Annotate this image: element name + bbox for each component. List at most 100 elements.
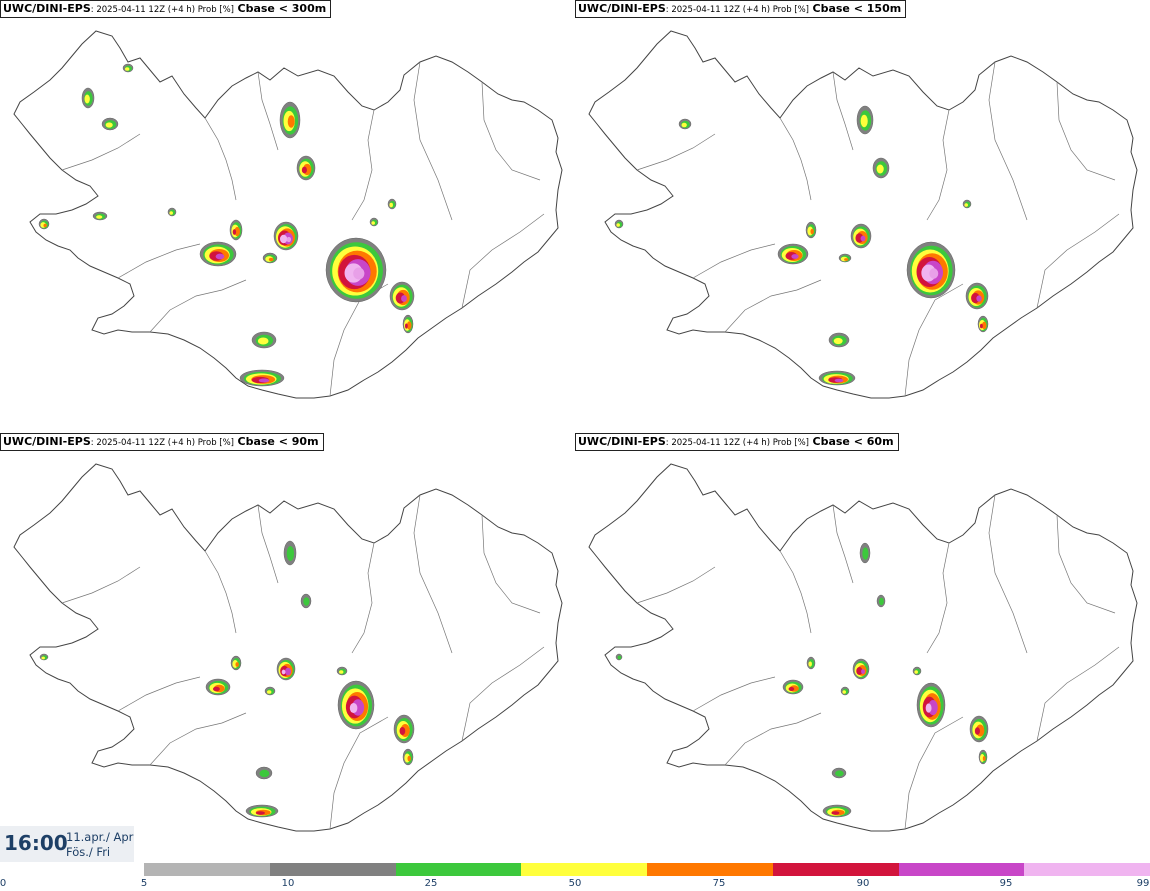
region-boundary <box>779 117 812 201</box>
probability-contour <box>258 378 270 383</box>
colorbar-segment <box>772 863 899 876</box>
region-boundary <box>904 283 964 397</box>
coastline <box>588 463 1138 832</box>
region-boundary <box>461 213 545 309</box>
probability-contour <box>96 215 103 219</box>
colorbar-tick-label: 5 <box>140 878 148 889</box>
threshold-label: Cbase < 90m <box>237 435 319 448</box>
region-boundary <box>257 71 279 151</box>
region-boundary <box>692 676 776 712</box>
probability-contour <box>842 690 846 694</box>
probability-contour <box>105 122 113 128</box>
region-boundary <box>926 542 950 654</box>
probability-contour <box>404 323 408 329</box>
probability-contour <box>255 811 265 815</box>
probability-contour <box>788 687 795 691</box>
probability-contour <box>791 254 799 259</box>
region-boundary <box>481 81 541 181</box>
probability-contour <box>303 597 310 606</box>
colorbar-tick-label: 10 <box>281 878 295 889</box>
region-boundary <box>117 676 201 712</box>
region-boundary <box>413 494 453 654</box>
probability-contour <box>982 756 986 761</box>
model-name: UWC/DINI-EPS <box>578 2 666 15</box>
coastline <box>13 463 563 832</box>
probability-contour <box>835 770 844 777</box>
probability-contour <box>286 236 292 243</box>
colorbar-segment <box>898 863 1025 876</box>
probability-contour <box>259 769 270 778</box>
probability-contour <box>808 661 812 667</box>
iceland-map <box>13 30 563 399</box>
region-boundary <box>351 542 375 654</box>
colorbar-tick-label: 0 <box>0 878 7 889</box>
model-name: UWC/DINI-EPS <box>578 435 666 448</box>
probability-contour <box>401 295 407 302</box>
probability-contour <box>286 546 295 561</box>
probability-contour <box>979 323 983 329</box>
region-boundary <box>329 716 389 830</box>
region-boundary <box>636 566 716 604</box>
run-info: : 2025-04-11 12Z (+4 h) Prob [%] <box>90 5 235 15</box>
region-boundary <box>204 550 237 634</box>
colorbar-tick-label: 75 <box>712 878 726 889</box>
probability-contour <box>981 321 987 330</box>
probability-contour <box>833 337 843 345</box>
probability-contour <box>681 122 687 128</box>
probability-contour <box>371 221 375 225</box>
probability-contour <box>974 727 980 735</box>
probability-contour <box>232 229 237 235</box>
probability-contour <box>407 755 411 762</box>
probability-contour <box>279 234 288 244</box>
region-boundary <box>149 712 247 766</box>
valid-day: Fös./ Fri <box>66 845 111 859</box>
map-panel-300m: UWC/DINI-EPS: 2025-04-11 12Z (+4 h) Prob… <box>0 0 570 420</box>
probability-contour <box>925 703 932 713</box>
region-boundary <box>926 109 950 221</box>
probability-contour <box>124 67 130 71</box>
iceland-map <box>588 463 1138 832</box>
probability-contour <box>617 655 622 660</box>
region-boundary <box>724 712 822 766</box>
probability-contour <box>266 690 272 694</box>
probability-contour <box>914 670 918 674</box>
probability-contour <box>353 267 365 280</box>
colorbar-tick-label: 99 <box>1136 878 1150 889</box>
threshold-label: Cbase < 150m <box>812 2 902 15</box>
region-boundary <box>779 550 812 634</box>
probability-contour <box>169 211 173 215</box>
run-info: : 2025-04-11 12Z (+4 h) Prob [%] <box>90 438 235 448</box>
probability-contour <box>856 667 863 675</box>
probability-contour <box>389 202 393 208</box>
colorbar-segment <box>521 863 648 876</box>
probability-contour <box>281 669 286 675</box>
region-boundary <box>461 646 545 742</box>
panel-title: UWC/DINI-EPS: 2025-04-11 12Z (+4 h) Prob… <box>575 0 907 18</box>
map-panel-150m: UWC/DINI-EPS: 2025-04-11 12Z (+4 h) Prob… <box>575 0 1145 420</box>
colorbar-segment <box>647 863 774 876</box>
probability-contour <box>862 547 869 560</box>
region-boundary <box>692 243 776 279</box>
probability-contour <box>349 702 358 714</box>
colorbar-tick-label: 25 <box>424 878 438 889</box>
region-boundary <box>1056 81 1116 181</box>
model-name: UWC/DINI-EPS <box>3 2 91 15</box>
probability-contour <box>215 253 225 260</box>
region-boundary <box>988 61 1028 221</box>
valid-time: 16:00 <box>4 831 68 855</box>
probability-contour <box>399 727 406 735</box>
colorbar-tick-label: 50 <box>568 878 582 889</box>
panel-title: UWC/DINI-EPS: 2025-04-11 12Z (+4 h) Prob… <box>575 433 899 451</box>
threshold-label: Cbase < 60m <box>812 435 894 448</box>
iceland-map <box>13 463 563 832</box>
coastline <box>588 30 1138 399</box>
iceland-map <box>588 30 1138 399</box>
valid-date: 11.apr./ Apr <box>66 830 134 844</box>
probability-contour <box>406 321 412 330</box>
probability-contour <box>616 223 620 227</box>
region-boundary <box>988 494 1028 654</box>
region-boundary <box>636 133 716 171</box>
colorbar-segment <box>269 863 396 876</box>
region-boundary <box>1056 514 1116 614</box>
region-boundary <box>117 243 201 279</box>
